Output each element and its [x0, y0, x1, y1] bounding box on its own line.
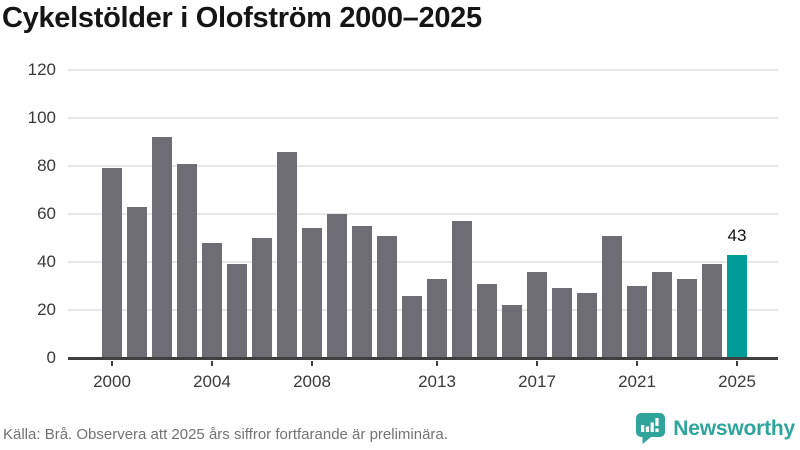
bar-2015 [477, 283, 497, 358]
bar-2002 [152, 137, 172, 358]
bar-2010 [352, 226, 372, 358]
bar-2016 [502, 305, 522, 358]
y-tick-label-80: 80 [37, 156, 56, 175]
source-note: Källa: Brå. Observera att 2025 års siffr… [3, 426, 448, 443]
y-tick-label-0: 0 [46, 348, 56, 367]
bar-2008 [302, 228, 322, 358]
bar-2024 [702, 264, 722, 358]
bar-2020 [602, 235, 622, 358]
x-tick-label-2017: 2017 [518, 372, 556, 391]
bar-2003 [177, 163, 197, 358]
gridline-100 [68, 117, 778, 119]
bar-2025 [727, 254, 747, 358]
bar-2012 [402, 295, 422, 358]
y-tick-label-20: 20 [37, 300, 56, 319]
bar-2000 [102, 168, 122, 358]
x-tick-2017 [536, 361, 538, 366]
y-axis-labels: 0 20 40 60 80 100 120 [0, 60, 56, 367]
y-tick-label-60: 60 [37, 204, 56, 223]
bar-2013 [427, 278, 447, 358]
gridline-20 [68, 309, 778, 311]
bar-2004 [202, 242, 222, 358]
x-tick-label-2021: 2021 [618, 372, 656, 391]
x-tick-2025 [736, 361, 738, 366]
gridline-40 [68, 261, 778, 263]
x-tick-label-2000: 2000 [93, 372, 131, 391]
bar-2023 [677, 278, 697, 358]
chart-title: Cykelstölder i Olofström 2000–2025 [2, 2, 482, 34]
y-tick-label-120: 120 [27, 60, 56, 79]
x-tick-label-2013: 2013 [418, 372, 456, 391]
gridline-60 [68, 213, 778, 215]
newsworthy-logo-text: Newsworthy [673, 416, 795, 440]
x-tick-label-2008: 2008 [293, 372, 331, 391]
bar-2021 [627, 286, 647, 358]
bar-2014 [452, 221, 472, 358]
bar-2005 [227, 264, 247, 358]
gridline-120 [68, 69, 778, 71]
x-tick-label-2025: 2025 [718, 372, 756, 391]
x-tick-2008 [311, 361, 313, 366]
value-label-2025: 43 [727, 225, 747, 245]
x-tick-2013 [436, 361, 438, 366]
x-tick-2000 [111, 361, 113, 366]
bar-2019 [577, 293, 597, 358]
bar-2001 [127, 206, 147, 358]
bar-2006 [252, 238, 272, 358]
bar-2011 [377, 235, 397, 358]
bar-2017 [527, 271, 547, 358]
speech-bubble-bar-chart-icon [636, 413, 666, 444]
x-tick-label-2004: 2004 [193, 372, 231, 391]
x-tick-2021 [636, 361, 638, 366]
bar-2018 [552, 288, 572, 358]
newsworthy-logo: Newsworthy [635, 412, 795, 445]
x-axis-line [68, 357, 778, 360]
gridline-80 [68, 165, 778, 167]
y-tick-label-40: 40 [37, 252, 56, 271]
plot-area: 43 2000 2004 2008 2013 2017 2021 2025 [68, 69, 778, 391]
bar-2007 [277, 151, 297, 358]
x-tick-2004 [211, 361, 213, 366]
bar-2022 [652, 271, 672, 358]
y-tick-label-100: 100 [27, 108, 56, 127]
bar-2009 [327, 214, 347, 358]
